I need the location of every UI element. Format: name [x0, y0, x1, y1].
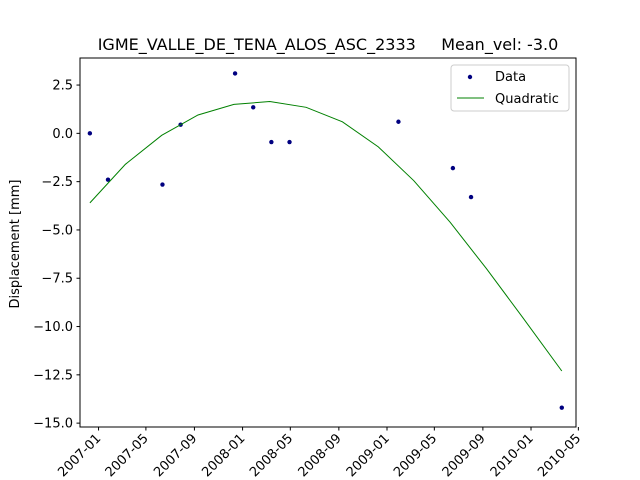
legend-data-label: Data [495, 70, 526, 85]
legend-quadratic-label: Quadratic [495, 92, 559, 107]
y-axis: 2.5 0.0 −2.5 −5.0 −7.5 −10.0 −12.5 −15.0 [33, 79, 80, 432]
plot-area [87, 71, 564, 410]
y-tick-label: −2.5 [41, 175, 73, 190]
data-point [450, 165, 456, 171]
x-tick-label: 2008-01 [199, 431, 248, 480]
y-tick-label: 2.5 [52, 79, 73, 94]
x-tick-label: 2009-05 [391, 431, 440, 480]
data-point [396, 119, 401, 124]
data-point [232, 71, 238, 76]
data-point [287, 139, 292, 145]
data-point [251, 105, 256, 110]
y-tick-label: −12.5 [33, 368, 73, 383]
axes-frame [79, 57, 577, 428]
x-tick-label: 2009-01 [344, 431, 393, 480]
y-axis-label: Displacement [mm] [8, 180, 23, 309]
legend: Data Quadratic [450, 64, 570, 112]
y-tick-label: −7.5 [41, 272, 73, 287]
y-tick-label: 0.0 [52, 127, 73, 142]
chart-title: IGME_VALLE_DE_TENA_ALOS_ASC_2333 Mean_ve… [98, 35, 559, 55]
data-point [559, 405, 564, 410]
x-tick-label: 2007-01 [55, 431, 104, 480]
legend-box [450, 64, 570, 112]
quadratic-fit-line [89, 100, 563, 372]
data-point [269, 139, 274, 145]
data-point [87, 131, 93, 136]
x-tick-label: 2008-09 [296, 431, 345, 480]
y-tick-label: −10.0 [33, 320, 73, 335]
y-tick-label: −5.0 [41, 223, 73, 238]
data-point [105, 177, 111, 182]
data-point [160, 182, 165, 187]
x-tick-label: 2007-05 [103, 431, 152, 480]
legend-data-marker [467, 74, 473, 80]
x-tick-label: 2010-01 [488, 431, 537, 480]
x-tick-label: 2007-09 [151, 431, 200, 480]
x-tick-label: 2010-05 [535, 431, 584, 480]
x-tick-label: 2009-09 [440, 431, 489, 480]
y-tick-label: −15.0 [33, 417, 73, 432]
data-point [468, 194, 474, 200]
x-tick-label: 2008-05 [247, 431, 296, 480]
